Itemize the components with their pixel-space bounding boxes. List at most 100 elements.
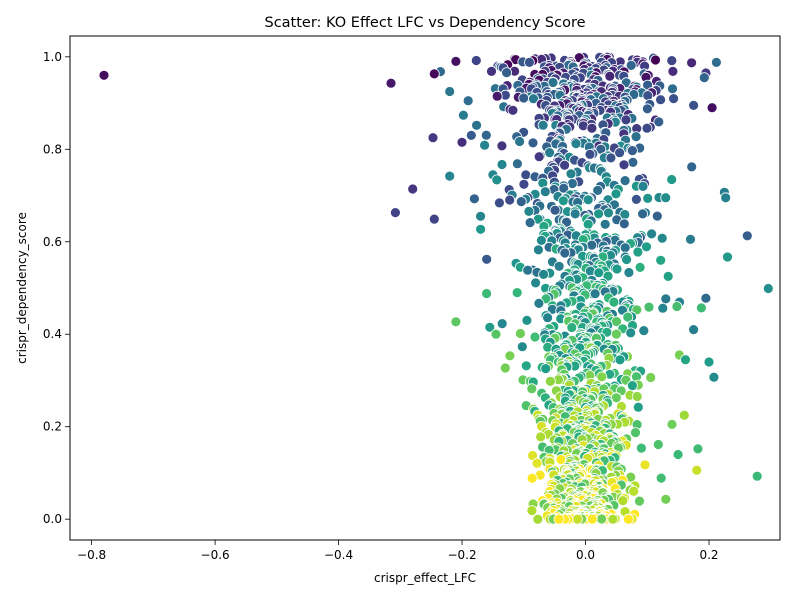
data-point bbox=[542, 312, 553, 324]
data-point bbox=[539, 186, 551, 198]
data-point bbox=[538, 268, 549, 280]
data-point bbox=[671, 301, 683, 312]
y-tick-label: 0.0 bbox=[43, 512, 62, 526]
data-point bbox=[572, 513, 583, 525]
data-point bbox=[688, 324, 699, 336]
data-point bbox=[521, 314, 533, 326]
data-point bbox=[582, 218, 594, 230]
data-point bbox=[642, 90, 654, 101]
data-point bbox=[496, 318, 508, 330]
data-point bbox=[610, 392, 622, 404]
data-point bbox=[493, 197, 505, 209]
data-point bbox=[599, 218, 611, 230]
data-point bbox=[631, 193, 642, 205]
data-point bbox=[444, 170, 456, 182]
data-point bbox=[518, 92, 530, 104]
data-point bbox=[605, 152, 617, 164]
data-point bbox=[660, 192, 672, 204]
data-point bbox=[524, 217, 536, 229]
x-tick-label: −0.4 bbox=[324, 548, 353, 562]
data-point bbox=[490, 328, 502, 340]
data-point bbox=[641, 241, 652, 253]
data-point bbox=[708, 371, 720, 383]
data-point bbox=[637, 208, 648, 220]
data-point bbox=[533, 151, 545, 163]
data-point bbox=[667, 66, 679, 77]
data-point bbox=[496, 159, 508, 170]
data-point bbox=[471, 119, 483, 131]
y-tick-label: 0.2 bbox=[43, 420, 62, 434]
data-point bbox=[703, 356, 715, 368]
data-point bbox=[526, 383, 538, 395]
data-point bbox=[582, 194, 594, 206]
data-point bbox=[520, 360, 532, 372]
data-point bbox=[596, 513, 607, 525]
data-point bbox=[672, 449, 684, 460]
plot-frame bbox=[69, 35, 781, 541]
data-point bbox=[385, 77, 397, 89]
x-axis: −0.8 −0.6 −0.4 −0.2 0.0 0.2 bbox=[77, 540, 719, 562]
data-point bbox=[634, 261, 646, 273]
data-point bbox=[685, 233, 696, 245]
data-point bbox=[522, 264, 534, 276]
data-point bbox=[516, 341, 528, 353]
data-point bbox=[523, 205, 535, 217]
data-point bbox=[584, 148, 596, 160]
data-point bbox=[602, 270, 614, 282]
data-point bbox=[520, 169, 532, 181]
data-point bbox=[427, 132, 439, 144]
data-point bbox=[618, 159, 630, 171]
data-point bbox=[528, 93, 539, 105]
data-point bbox=[586, 513, 598, 525]
data-point bbox=[688, 100, 699, 111]
data-point bbox=[98, 69, 110, 81]
data-point bbox=[619, 242, 631, 254]
data-point bbox=[641, 122, 653, 134]
data-point bbox=[553, 260, 565, 272]
data-point bbox=[652, 439, 664, 450]
data-point bbox=[614, 354, 626, 366]
data-point bbox=[655, 254, 667, 266]
x-axis-label: crispr_effect_LFC bbox=[374, 571, 476, 585]
data-point bbox=[593, 267, 605, 279]
data-point bbox=[741, 230, 753, 242]
data-point bbox=[628, 485, 640, 497]
data-point bbox=[722, 251, 733, 263]
data-point bbox=[596, 371, 608, 383]
data-point bbox=[389, 207, 401, 219]
data-point bbox=[515, 328, 526, 339]
data-point bbox=[622, 311, 634, 323]
data-point bbox=[515, 196, 527, 208]
data-point bbox=[529, 331, 541, 343]
data-point bbox=[512, 158, 523, 170]
data-point bbox=[496, 140, 508, 152]
data-point bbox=[686, 161, 698, 173]
data-point bbox=[680, 354, 691, 366]
data-point bbox=[444, 86, 456, 97]
data-point bbox=[614, 147, 625, 159]
data-point bbox=[586, 239, 598, 251]
data-point bbox=[468, 193, 480, 205]
data-point bbox=[530, 277, 541, 289]
data-point bbox=[407, 183, 419, 195]
x-tick-label: 0.2 bbox=[699, 548, 718, 562]
data-point bbox=[475, 223, 487, 235]
data-point bbox=[625, 327, 637, 339]
data-point bbox=[632, 401, 644, 413]
data-point bbox=[526, 472, 538, 484]
data-point bbox=[470, 55, 482, 66]
data-point bbox=[566, 322, 578, 333]
data-point bbox=[589, 288, 601, 300]
data-point bbox=[696, 302, 707, 314]
data-point bbox=[514, 136, 525, 147]
x-tick-label: 0.0 bbox=[576, 548, 595, 562]
data-point bbox=[655, 94, 666, 106]
data-point bbox=[660, 493, 672, 505]
data-point bbox=[481, 253, 493, 265]
data-point bbox=[627, 156, 639, 168]
data-point bbox=[625, 60, 637, 71]
y-tick-label: 0.8 bbox=[43, 142, 62, 156]
data-point bbox=[627, 380, 638, 392]
data-point bbox=[527, 137, 539, 149]
